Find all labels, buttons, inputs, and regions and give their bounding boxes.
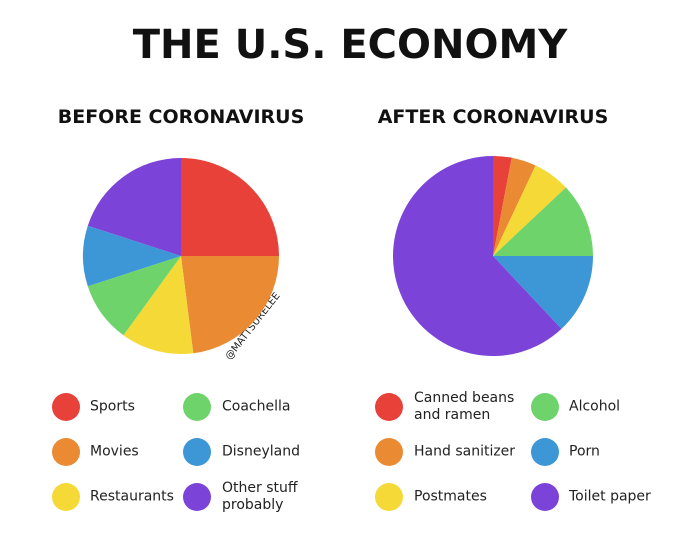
pie-slice <box>181 158 279 256</box>
legend-label: Toilet paper <box>569 488 651 505</box>
legend-label: Restaurants <box>90 488 174 505</box>
legend-label: Coachella <box>222 398 291 415</box>
legend-swatch <box>183 393 211 421</box>
legend-swatch <box>531 483 559 511</box>
pie-slice <box>493 165 566 256</box>
chart-title: AFTER CORONAVIRUS <box>377 106 609 128</box>
pie-slice <box>392 156 562 356</box>
legend-swatch <box>52 483 80 511</box>
legend-swatch <box>375 483 403 511</box>
legend-label: Movies <box>90 443 139 460</box>
chart-title: BEFORE CORONAVIRUS <box>57 106 305 128</box>
legend-swatch <box>183 438 211 466</box>
legend-swatch <box>375 393 403 421</box>
legend-label: Other stuff probably <box>222 480 298 513</box>
pie-slice <box>493 187 593 256</box>
legend-label: Sports <box>90 398 135 415</box>
legend-label: Porn <box>569 443 600 460</box>
legend-label: Canned beans and ramen <box>414 390 515 423</box>
pie-slice <box>87 158 181 256</box>
legend-swatch <box>183 483 211 511</box>
pie-slice <box>493 156 512 256</box>
pie-slice <box>493 256 593 329</box>
legend-label: Hand sanitizer <box>414 443 516 460</box>
legend-swatch <box>52 438 80 466</box>
legend-swatch <box>52 393 80 421</box>
pie-slice <box>87 256 181 336</box>
pie-slice <box>123 256 194 354</box>
legend-label: Postmates <box>414 488 487 505</box>
main-title: THE U.S. ECONOMY <box>132 22 568 68</box>
legend-swatch <box>375 438 403 466</box>
legend-swatch <box>531 393 559 421</box>
legend-label: Alcohol <box>569 398 621 415</box>
pie-slice <box>83 225 181 287</box>
legend-label: Disneyland <box>222 443 300 460</box>
legend-swatch <box>531 438 559 466</box>
pie-slice <box>493 157 536 256</box>
pie-slice <box>181 256 279 354</box>
